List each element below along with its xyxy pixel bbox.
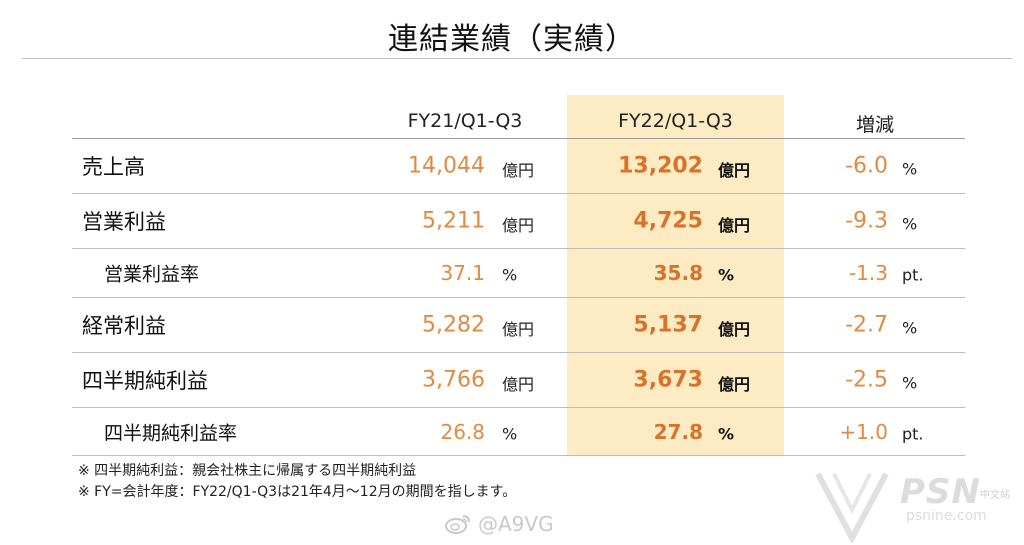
prev-value: 5,211 <box>422 208 485 234</box>
change-value: -2.5 <box>845 367 888 393</box>
row-label: 四半期純利益率 <box>104 422 238 444</box>
change-unit: pt. <box>902 265 924 285</box>
change-value: -2.7 <box>845 312 888 338</box>
row-label: 営業利益率 <box>104 263 200 286</box>
change-value: -6.0 <box>845 153 888 179</box>
current-value: 4,725 <box>633 208 703 234</box>
row-label: 四半期純利益 <box>82 369 208 393</box>
prev-unit: % <box>502 424 518 444</box>
prev-unit: 億円 <box>502 215 535 235</box>
current-unit: 億円 <box>718 374 751 394</box>
prev-value: 5,282 <box>422 312 485 338</box>
current-value: 3,673 <box>633 367 703 393</box>
psn-cn-label: 中文站 <box>980 490 1010 501</box>
current-unit: 億円 <box>718 215 751 235</box>
prev-unit: 億円 <box>502 160 535 180</box>
change-unit: % <box>902 159 918 179</box>
page-title: 連結業績（実績） <box>388 22 636 57</box>
psn-url: psnine.com <box>906 508 987 524</box>
current-value: 13,202 <box>618 153 703 179</box>
weibo-watermark: @A9VG <box>444 512 554 536</box>
table-row-ordinary-income: 経常利益 5,282 億円 5,137 億円 -2.7 % <box>72 298 965 353</box>
prev-unit: 億円 <box>502 374 535 394</box>
change-value: +1.0 <box>839 419 888 444</box>
current-unit: 億円 <box>718 319 751 339</box>
row-label: 営業利益 <box>82 210 166 234</box>
prev-value: 14,044 <box>408 153 485 179</box>
column-header-change: 増減 <box>855 114 894 136</box>
column-header-current: FY22/Q1-Q3 <box>618 110 733 132</box>
prev-value: 37.1 <box>440 261 485 285</box>
prev-value: 26.8 <box>440 419 485 444</box>
prev-unit: % <box>502 265 518 285</box>
table-row-net-margin: 四半期純利益率 26.8 % 27.8 % +1.0 pt. <box>72 408 965 456</box>
weibo-icon <box>445 515 470 534</box>
table-row-operating-income: 営業利益 5,211 億円 4,725 億円 -9.3 % <box>72 194 965 249</box>
column-header-prev: FY21/Q1-Q3 <box>407 110 523 132</box>
prev-value: 3,766 <box>422 367 485 393</box>
header-divider <box>72 138 965 139</box>
table-row-net-sales: 売上高 14,044 億円 13,202 億円 -6.0 % <box>72 139 965 194</box>
weibo-handle: @A9VG <box>478 512 554 536</box>
current-unit: 億円 <box>718 160 751 180</box>
current-period-highlight <box>567 95 784 455</box>
footnote-fiscal-year: ※ FY=会計年度：FY22/Q1-Q3は21年4月～12月の期間を指します。 <box>78 484 517 500</box>
footnotes: ※ 四半期純利益：親会社株主に帰属する四半期純利益 ※ FY=会計年度：FY22… <box>78 461 516 503</box>
table-row-operating-margin: 営業利益率 37.1 % 35.8 % -1.3 pt. <box>72 249 965 298</box>
change-unit: % <box>902 373 918 393</box>
change-unit: pt. <box>902 424 924 444</box>
change-value: -1.3 <box>848 261 888 285</box>
change-value: -9.3 <box>845 208 888 234</box>
psn-wordmark: PSN <box>900 472 981 512</box>
row-label: 売上高 <box>82 155 145 179</box>
current-unit: % <box>718 265 735 285</box>
current-value: 35.8 <box>653 261 703 285</box>
prev-unit: 億円 <box>502 319 535 339</box>
title-divider <box>22 58 1012 59</box>
psn-logo-icon <box>815 472 889 543</box>
table-row-net-income: 四半期純利益 3,766 億円 3,673 億円 -2.5 % <box>72 353 965 408</box>
row-label: 経常利益 <box>82 314 166 338</box>
current-value: 27.8 <box>653 419 703 444</box>
psn-watermark: PSN 中文站 psnine.com <box>812 468 1022 543</box>
change-unit: % <box>902 318 918 338</box>
footnote-net-income: ※ 四半期純利益：親会社株主に帰属する四半期純利益 <box>78 463 417 479</box>
current-value: 5,137 <box>633 312 703 338</box>
change-unit: % <box>902 214 918 234</box>
current-unit: % <box>718 424 735 444</box>
